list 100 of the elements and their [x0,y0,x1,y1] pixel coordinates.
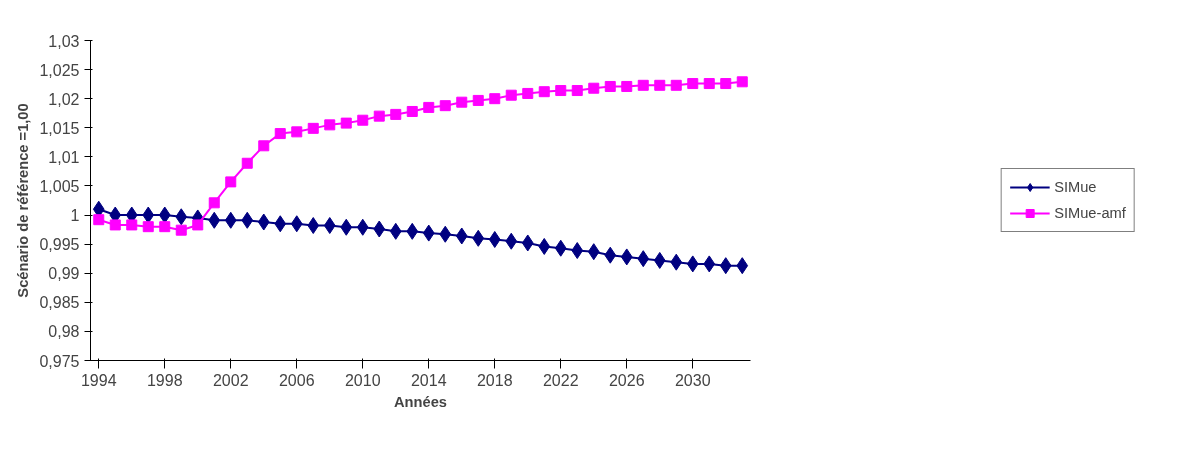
x-tick-label: 2030 [674,371,711,389]
point [719,257,732,275]
point [422,224,435,242]
point [489,93,501,105]
point [439,225,452,243]
point [208,197,220,209]
point [538,237,551,255]
point [505,89,517,101]
x-tick-label: 2026 [608,371,645,389]
point [373,110,385,122]
point [670,253,683,271]
y-tick-label: 0,99 [48,265,80,283]
point [687,78,699,90]
point [555,85,567,97]
y-tick-label: 0,985 [39,294,80,312]
point [637,79,649,91]
point [703,78,715,90]
point [588,82,600,94]
point [736,76,748,88]
point [192,219,204,231]
point [620,248,633,266]
point [654,79,666,91]
point [571,242,584,260]
x-tick-label: 2018 [476,371,513,389]
point [307,122,319,134]
x-tick-label: 2010 [344,371,381,389]
point [686,255,699,273]
point [587,243,600,261]
point [554,239,567,257]
point [521,234,534,252]
point [224,211,237,229]
point [406,105,418,117]
x-tick-label: 2022 [542,371,579,389]
point [274,215,287,233]
point [291,126,303,138]
point [621,80,633,92]
point [604,80,616,92]
point [340,218,353,236]
point [225,176,237,188]
point [357,114,369,126]
point [439,100,451,112]
point [93,214,105,226]
legend-label: SIMue [1054,179,1097,195]
point [241,211,254,229]
x-tick-label: 2006 [278,371,315,389]
point [604,246,617,264]
legend-label: SIMue-amf [1054,205,1126,221]
point [241,157,253,169]
point [390,108,402,120]
point [389,222,402,240]
point [208,211,221,229]
point [175,224,187,236]
point [637,250,650,268]
point [703,255,716,273]
point [472,229,485,247]
point [158,206,171,224]
point [290,215,303,233]
point [142,206,155,224]
y-tick-label: 0,975 [39,352,80,370]
point [736,257,749,275]
point [522,87,534,99]
point [505,232,518,250]
y-axis-title: Scénario de référence =1,00 [15,103,32,298]
x-tick-label: 1998 [146,371,183,389]
point [274,128,286,140]
y-tick-label: 1,02 [48,90,80,108]
y-tick-label: 1 [70,207,80,225]
point [356,218,369,236]
x-tick-label: 2014 [410,371,447,389]
point [406,222,419,240]
point [142,221,154,233]
point [257,213,270,231]
point [373,220,386,238]
y-tick-label: 1,005 [39,177,80,195]
point [423,101,435,113]
point [175,208,188,226]
point [571,85,583,97]
point [472,94,484,106]
x-tick-label: 1994 [80,371,117,389]
point [670,79,682,91]
y-tick-label: 1,03 [48,32,80,50]
point [126,219,138,231]
point [340,117,352,129]
point [159,221,171,233]
point [109,219,121,231]
y-tick-label: 1,015 [39,119,80,137]
point [538,86,550,98]
y-tick-label: 0,98 [48,323,80,341]
point [455,227,468,245]
point [720,78,732,90]
x-tick-label: 2002 [212,371,249,389]
point [488,230,501,248]
point [258,140,270,152]
y-tick-label: 0,995 [39,236,80,254]
y-tick-label: 1,025 [39,61,80,79]
x-axis-title: Années [394,393,447,410]
point [324,119,336,131]
point [653,251,666,269]
y-tick-label: 1,01 [48,148,80,166]
point [456,96,468,108]
